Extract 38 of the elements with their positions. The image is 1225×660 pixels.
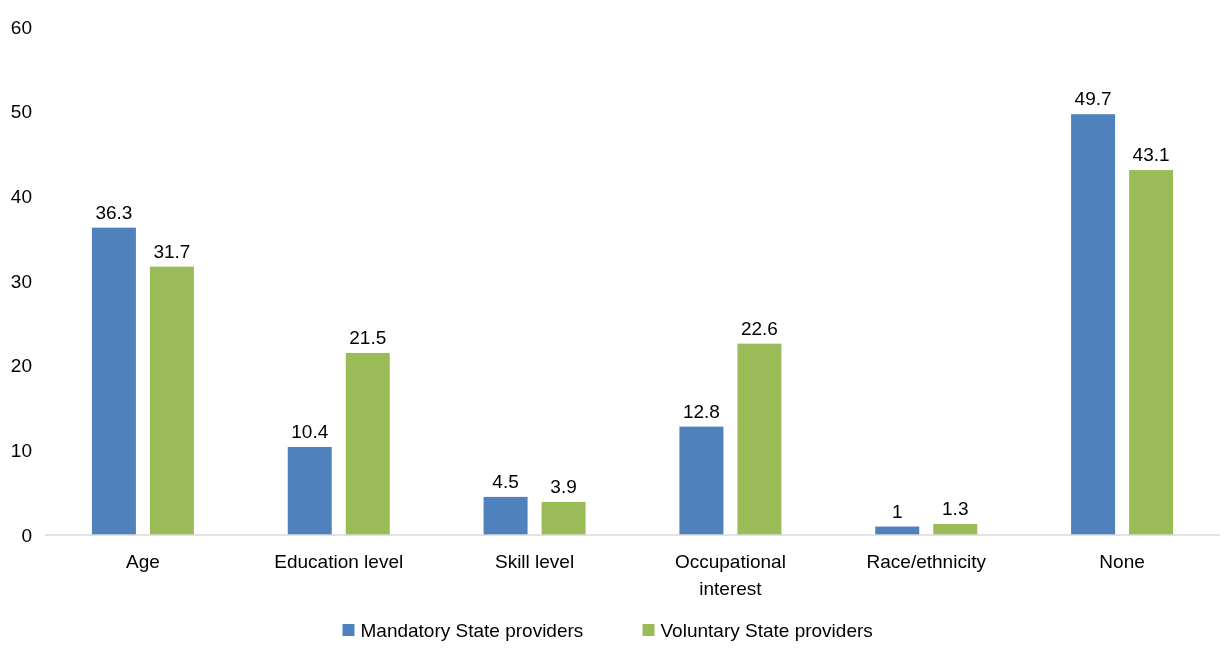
bar xyxy=(1071,114,1116,535)
bar xyxy=(541,501,586,535)
bar xyxy=(933,523,978,535)
x-tick-label: Education level xyxy=(274,551,404,572)
y-tick-label: 50 xyxy=(10,101,32,123)
data-label: 1 xyxy=(891,500,903,522)
bar xyxy=(345,352,390,535)
y-tick-label: 60 xyxy=(10,16,32,38)
data-label: 31.7 xyxy=(153,240,191,262)
data-label: 1.3 xyxy=(942,497,969,519)
data-label: 3.9 xyxy=(550,475,577,497)
legend-label: Mandatory State providers xyxy=(360,620,584,641)
bar xyxy=(483,496,528,535)
data-label: 12.8 xyxy=(682,400,720,422)
data-label: 22.6 xyxy=(740,317,778,339)
bar xyxy=(679,426,724,535)
legend-label: Voluntary State providers xyxy=(660,620,873,641)
x-tick-label: Race/ethnicity xyxy=(866,551,987,572)
data-label: 43.1 xyxy=(1132,144,1170,166)
x-tick-label: Occupational interest xyxy=(674,551,786,599)
data-label: 4.5 xyxy=(492,470,519,492)
data-label: 10.4 xyxy=(291,420,329,442)
x-tick-label: None xyxy=(1099,551,1145,572)
bar xyxy=(287,446,332,535)
y-tick-label: 20 xyxy=(10,355,32,377)
data-label: 36.3 xyxy=(95,201,133,223)
x-tick-label: Skill level xyxy=(494,551,575,572)
y-tick-label: 40 xyxy=(10,185,32,207)
x-tick-label: Age xyxy=(126,551,160,572)
y-tick-label: 0 xyxy=(21,524,32,546)
data-label: 21.5 xyxy=(349,326,387,348)
data-label: 49.7 xyxy=(1074,88,1112,110)
bar xyxy=(149,266,194,535)
bar xyxy=(1129,170,1174,535)
bar xyxy=(737,343,782,535)
y-tick-label: 30 xyxy=(10,270,32,292)
bar xyxy=(91,227,136,535)
y-tick-label: 10 xyxy=(10,439,32,461)
